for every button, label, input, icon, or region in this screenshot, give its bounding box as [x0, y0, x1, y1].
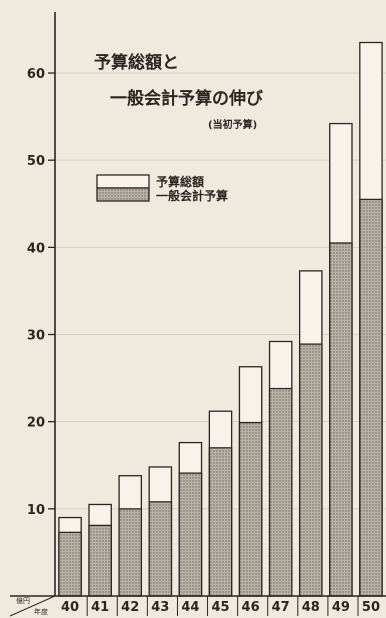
y-tick-label: 10 [27, 503, 45, 518]
bar-general-46 [238, 421, 263, 597]
bar-general-42 [118, 508, 143, 597]
legend-swatch-total [96, 174, 150, 189]
y-tick-label: 60 [27, 67, 45, 82]
x-tick-labels: 40 41 42 43 44 45 46 47 48 49 50 [61, 600, 380, 615]
corner-year-label: 年度 [34, 607, 48, 616]
chart-title: 予算総額と [94, 52, 179, 73]
x-tick-label-41: 41 [91, 600, 109, 615]
bar-general-44 [178, 472, 203, 597]
bar-general-43 [148, 501, 173, 597]
bar-general-49 [329, 242, 353, 597]
y-tick-label: 20 [27, 416, 45, 431]
y-tick-labels: 10 20 30 40 50 60 [27, 67, 55, 518]
legend-swatch-general [96, 187, 150, 202]
x-tick-label-46: 46 [242, 600, 260, 615]
bar-general-41 [88, 524, 112, 597]
bar-general-47 [268, 387, 293, 597]
bar-general-50 [359, 198, 383, 597]
y-tick-label: 30 [27, 329, 45, 344]
legend-label-total: 予算総額 [156, 174, 204, 189]
bar-general-45 [208, 447, 233, 597]
x-tick-label-50: 50 [362, 600, 380, 615]
bar-general-40 [58, 531, 82, 597]
x-tick-label-49: 49 [332, 600, 350, 615]
x-tick-label-40: 40 [61, 600, 79, 615]
x-tick-label-47: 47 [272, 600, 290, 615]
legend-label-general: 一般会計予算 [156, 188, 228, 203]
y-tick-label: 40 [27, 241, 45, 256]
x-tick-label-44: 44 [181, 600, 199, 615]
x-tick-label-45: 45 [211, 600, 229, 615]
bar-general-48 [298, 343, 323, 597]
x-tick-label-43: 43 [151, 600, 169, 615]
legend: 予算総額 一般会計予算 [96, 174, 228, 203]
axis-corner-diagonal [9, 595, 56, 617]
x-tick-label-48: 48 [302, 600, 320, 615]
x-tick-label-42: 42 [121, 600, 139, 615]
y-tick-label: 50 [27, 154, 45, 169]
chart-note: (当初予算) [208, 118, 257, 131]
chart-subtitle: 一般会計予算の伸び [110, 88, 263, 109]
corner-unit-label: 億円 [16, 596, 30, 605]
